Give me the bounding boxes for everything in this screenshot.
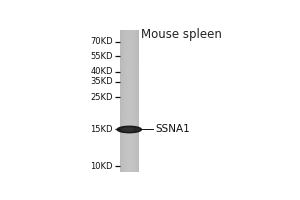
- Text: 10KD: 10KD: [91, 162, 113, 171]
- Text: 25KD: 25KD: [91, 93, 113, 102]
- Text: 40KD: 40KD: [91, 67, 113, 76]
- Text: 55KD: 55KD: [91, 52, 113, 61]
- Text: 70KD: 70KD: [90, 37, 113, 46]
- Ellipse shape: [117, 126, 141, 133]
- Ellipse shape: [123, 128, 134, 131]
- Text: SSNA1: SSNA1: [155, 124, 190, 134]
- Text: Mouse spleen: Mouse spleen: [141, 28, 222, 41]
- Text: 15KD: 15KD: [91, 125, 113, 134]
- Text: 35KD: 35KD: [90, 77, 113, 86]
